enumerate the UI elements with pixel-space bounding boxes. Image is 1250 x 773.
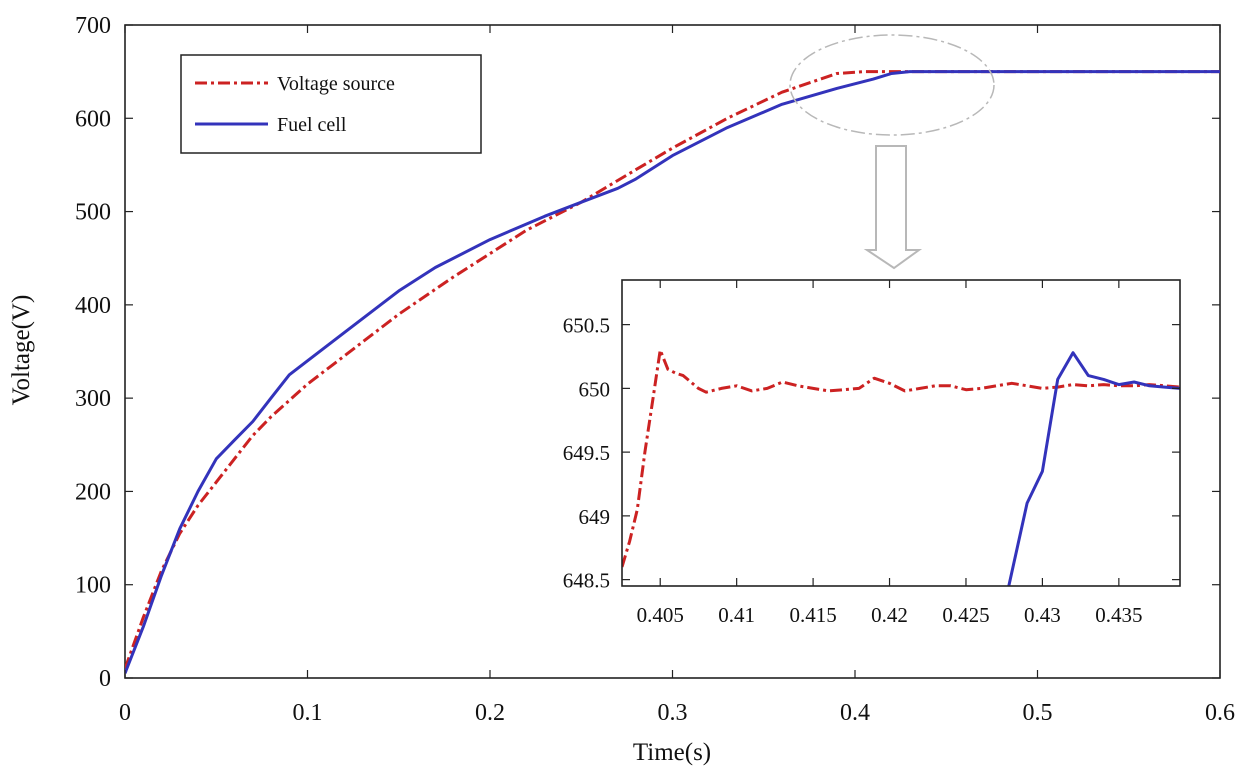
main-y-tick-label: 100 — [75, 573, 111, 599]
zoom-arrow-icon — [863, 145, 923, 270]
y-axis-title: Voltage(V) — [8, 295, 35, 406]
main-series-lines — [125, 70, 1220, 674]
main-x-tick-label: 0.6 — [1205, 700, 1235, 726]
inset-y-tick-label: 650.5 — [563, 314, 610, 338]
main-x-tick-label: 0.4 — [840, 700, 870, 726]
main-series-fuel-cell — [125, 70, 1220, 674]
main-y-tick-label: 200 — [75, 479, 111, 505]
inset-background — [622, 280, 1180, 586]
main-y-tick-label: 600 — [75, 106, 111, 132]
inset-x-tick-label: 0.41 — [718, 603, 755, 627]
legend-box — [180, 54, 482, 154]
inset-series-fuel-cell — [1007, 351, 1180, 586]
inset-y-tick-label: 649 — [579, 505, 611, 529]
legend-label-fuel-cell: Fuel cell — [277, 114, 347, 136]
main-series-voltage-source — [125, 70, 1220, 670]
legend: Voltage source Fuel cell — [180, 54, 482, 154]
main-y-tick-label: 700 — [75, 13, 111, 39]
legend-label-voltage-source: Voltage source — [277, 73, 395, 95]
main-x-tick-label: 0 — [119, 700, 131, 726]
inset-x-tick-label: 0.415 — [789, 603, 836, 627]
main-x-tick-label: 0.1 — [293, 700, 323, 726]
main-axis-ticks: 0 0.1 0.2 0.3 0.4 0.5 0.6 0 100 200 300 400 500 600 70… — [75, 13, 1235, 726]
inset-series-lines — [622, 348, 1180, 586]
main-y-tick-label: 300 — [75, 386, 111, 412]
inset-x-tick-label: 0.42 — [871, 603, 908, 627]
main-x-tick-label: 0.3 — [658, 700, 688, 726]
inset-x-tick-label: 0.405 — [637, 603, 684, 627]
main-x-tick-label: 0.5 — [1023, 700, 1053, 726]
main-plot: 0 0.1 0.2 0.3 0.4 0.5 0.6 0 100 200 300 400 500 600 70… — [75, 13, 1235, 726]
inset-y-tick-label: 649.5 — [563, 441, 610, 465]
inset-x-tick-label: 0.435 — [1095, 603, 1142, 627]
x-axis-title: Time(s) — [633, 739, 711, 766]
zoom-ellipse — [789, 34, 995, 136]
inset-y-tick-label: 650 — [579, 377, 611, 401]
inset-plot: 0.405 0.41 0.415 0.42 0.425 0.43 0.435 648.5 649… — [563, 279, 1181, 627]
main-y-tick-label: 0 — [99, 666, 111, 692]
main-x-tick-label: 0.2 — [475, 700, 505, 726]
inset-y-tick-label: 648.5 — [563, 569, 610, 593]
inset-frame — [621, 279, 1181, 587]
inset-axis-ticks: 0.405 0.41 0.415 0.42 0.425 0.43 0.435 648.5 649… — [563, 280, 1180, 627]
inset-x-tick-label: 0.43 — [1024, 603, 1061, 627]
main-y-tick-label: 500 — [75, 200, 111, 226]
inset-series-voltage-source — [622, 348, 1180, 568]
main-y-tick-label: 400 — [75, 293, 111, 319]
inset-x-tick-label: 0.425 — [942, 603, 989, 627]
